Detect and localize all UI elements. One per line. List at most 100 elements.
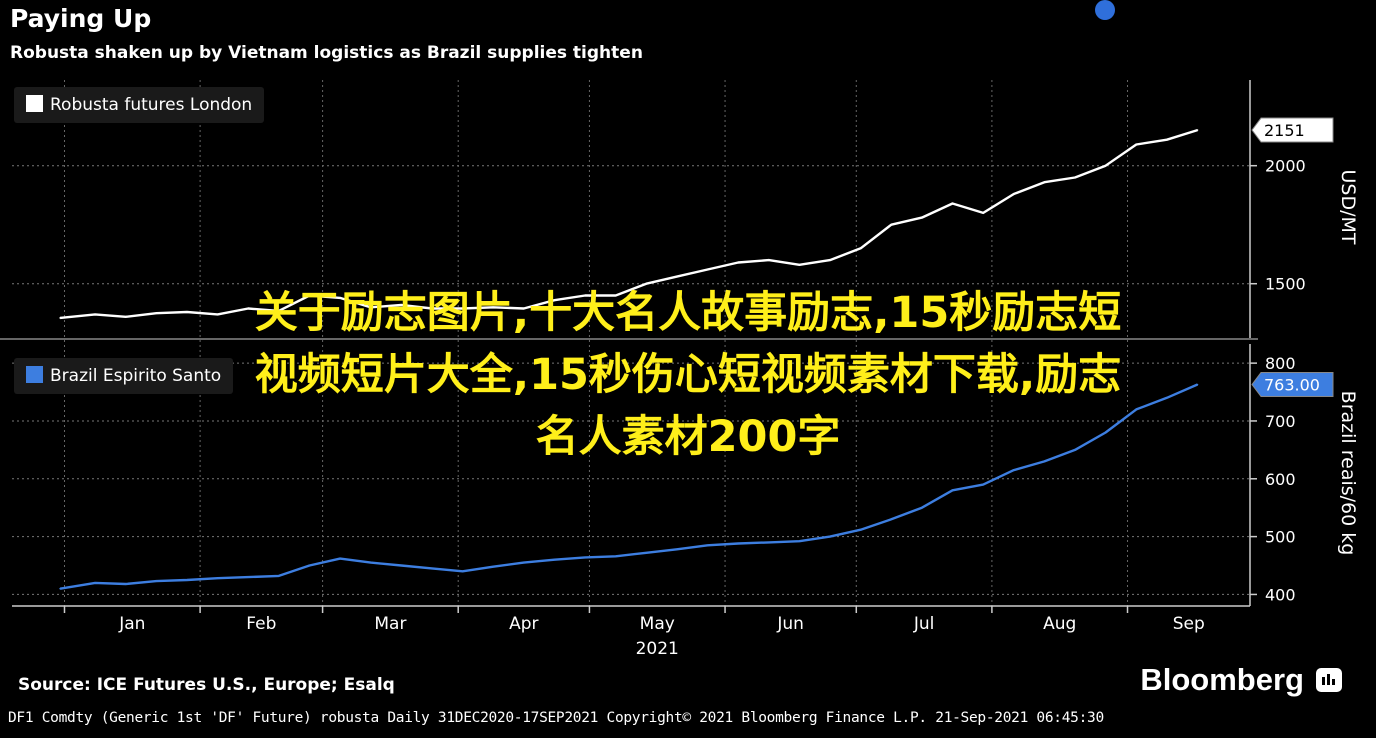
data-point (1166, 397, 1168, 399)
legend-bottom: Brazil Espirito Santo (14, 358, 234, 394)
data-point (523, 307, 525, 310)
data-point (798, 540, 801, 543)
legend-label-brazil: Brazil Espirito Santo (50, 366, 222, 386)
data-point (400, 304, 403, 306)
data-point (339, 557, 341, 560)
data-point (308, 564, 311, 567)
data-point (767, 541, 770, 544)
data-point (676, 275, 678, 278)
bloomberg-terminal-icon (1316, 668, 1342, 692)
data-point (921, 216, 923, 219)
data-point (278, 575, 280, 577)
data-point (278, 310, 280, 312)
data-point (94, 313, 96, 316)
series-line-0 (59, 128, 1198, 320)
data-point (890, 518, 893, 521)
data-point (614, 294, 617, 297)
x-tick-label: Jan (118, 614, 145, 634)
data-point (951, 202, 954, 205)
data-point (59, 317, 61, 319)
plot-background (12, 76, 1250, 606)
data-point (247, 307, 250, 310)
data-point (1196, 383, 1199, 386)
data-point (982, 483, 984, 486)
data-point (921, 506, 923, 509)
x-tick-label: Aug (1043, 614, 1076, 634)
x-tick-label: Mar (374, 614, 406, 634)
data-point (859, 247, 862, 250)
series-layer (59, 128, 1199, 590)
data-point (767, 259, 770, 261)
y-tick-label: 1500 (1265, 275, 1306, 294)
data-point (645, 282, 648, 285)
data-point (1012, 193, 1015, 195)
data-point (1043, 181, 1046, 184)
data-point (706, 544, 709, 547)
data-point (492, 306, 495, 309)
overlay-line-1: 关于励志图片,十大名人故事励志,15秒励志短 (254, 288, 1122, 338)
data-point (461, 307, 464, 310)
blue-dot-marker (1095, 0, 1115, 20)
data-point (798, 264, 801, 266)
data-point (523, 561, 525, 564)
x-tick-label: Jul (913, 614, 935, 634)
data-point (1074, 176, 1076, 179)
data-point (859, 528, 862, 531)
data-point (369, 306, 372, 309)
data-point (400, 564, 403, 567)
y-axis-label: USD/MT (1337, 170, 1359, 245)
data-point (951, 489, 954, 492)
overlay-caption: 关于励志图片,十大名人故事励志,15秒励志短 视频短片大全,15秒伤心短视频素材… (0, 282, 1376, 468)
legend-swatch-white (26, 95, 43, 112)
data-point (1043, 460, 1046, 463)
legend-swatch-blue (26, 366, 43, 383)
y-tick-label: 2000 (1265, 157, 1306, 176)
data-point (339, 297, 341, 299)
x-year-label: 2021 (636, 639, 679, 659)
data-point (461, 570, 464, 573)
x-tick-label: May (640, 614, 675, 634)
data-point (247, 576, 250, 578)
data-point (676, 548, 678, 551)
data-point (1196, 129, 1199, 131)
data-point (431, 567, 433, 570)
data-point (553, 299, 556, 302)
y-tick-label: 600 (1265, 470, 1296, 489)
data-point (155, 580, 158, 582)
data-point (1166, 138, 1168, 141)
data-point (431, 307, 433, 310)
x-tick-label: Apr (509, 614, 538, 634)
data-point (645, 552, 648, 554)
overlay-line-3: 名人素材200字 (535, 412, 841, 462)
data-point (124, 315, 127, 318)
data-point (155, 312, 158, 315)
y-tick-label: 500 (1265, 528, 1296, 547)
last-value-box (1251, 117, 1334, 143)
data-point (216, 313, 219, 316)
data-point (186, 311, 188, 313)
data-point (1135, 408, 1138, 411)
chart-subtitle: Robusta shaken up by Vietnam logistics a… (10, 43, 643, 63)
data-point (369, 561, 372, 564)
data-point (584, 294, 586, 297)
data-point (1104, 164, 1107, 167)
data-point (492, 565, 495, 568)
data-point (216, 577, 219, 580)
data-point (1135, 143, 1138, 146)
data-point (1012, 469, 1015, 471)
brand-logo: Bloomberg (1140, 662, 1304, 697)
chart-title: Paying Up (10, 4, 152, 33)
data-point (186, 579, 188, 581)
source-note: Source: ICE Futures U.S., Europe; Esalq (18, 675, 395, 695)
data-point (59, 587, 61, 590)
data-point (706, 268, 709, 271)
y-axis-label: Brazil reais/60 kg (1337, 391, 1359, 556)
series-line-1 (59, 383, 1198, 590)
data-point (584, 556, 586, 559)
data-point (829, 259, 831, 261)
data-point (94, 582, 96, 584)
data-point (1104, 431, 1107, 434)
data-point (553, 558, 556, 561)
last-value-box (1251, 372, 1334, 398)
